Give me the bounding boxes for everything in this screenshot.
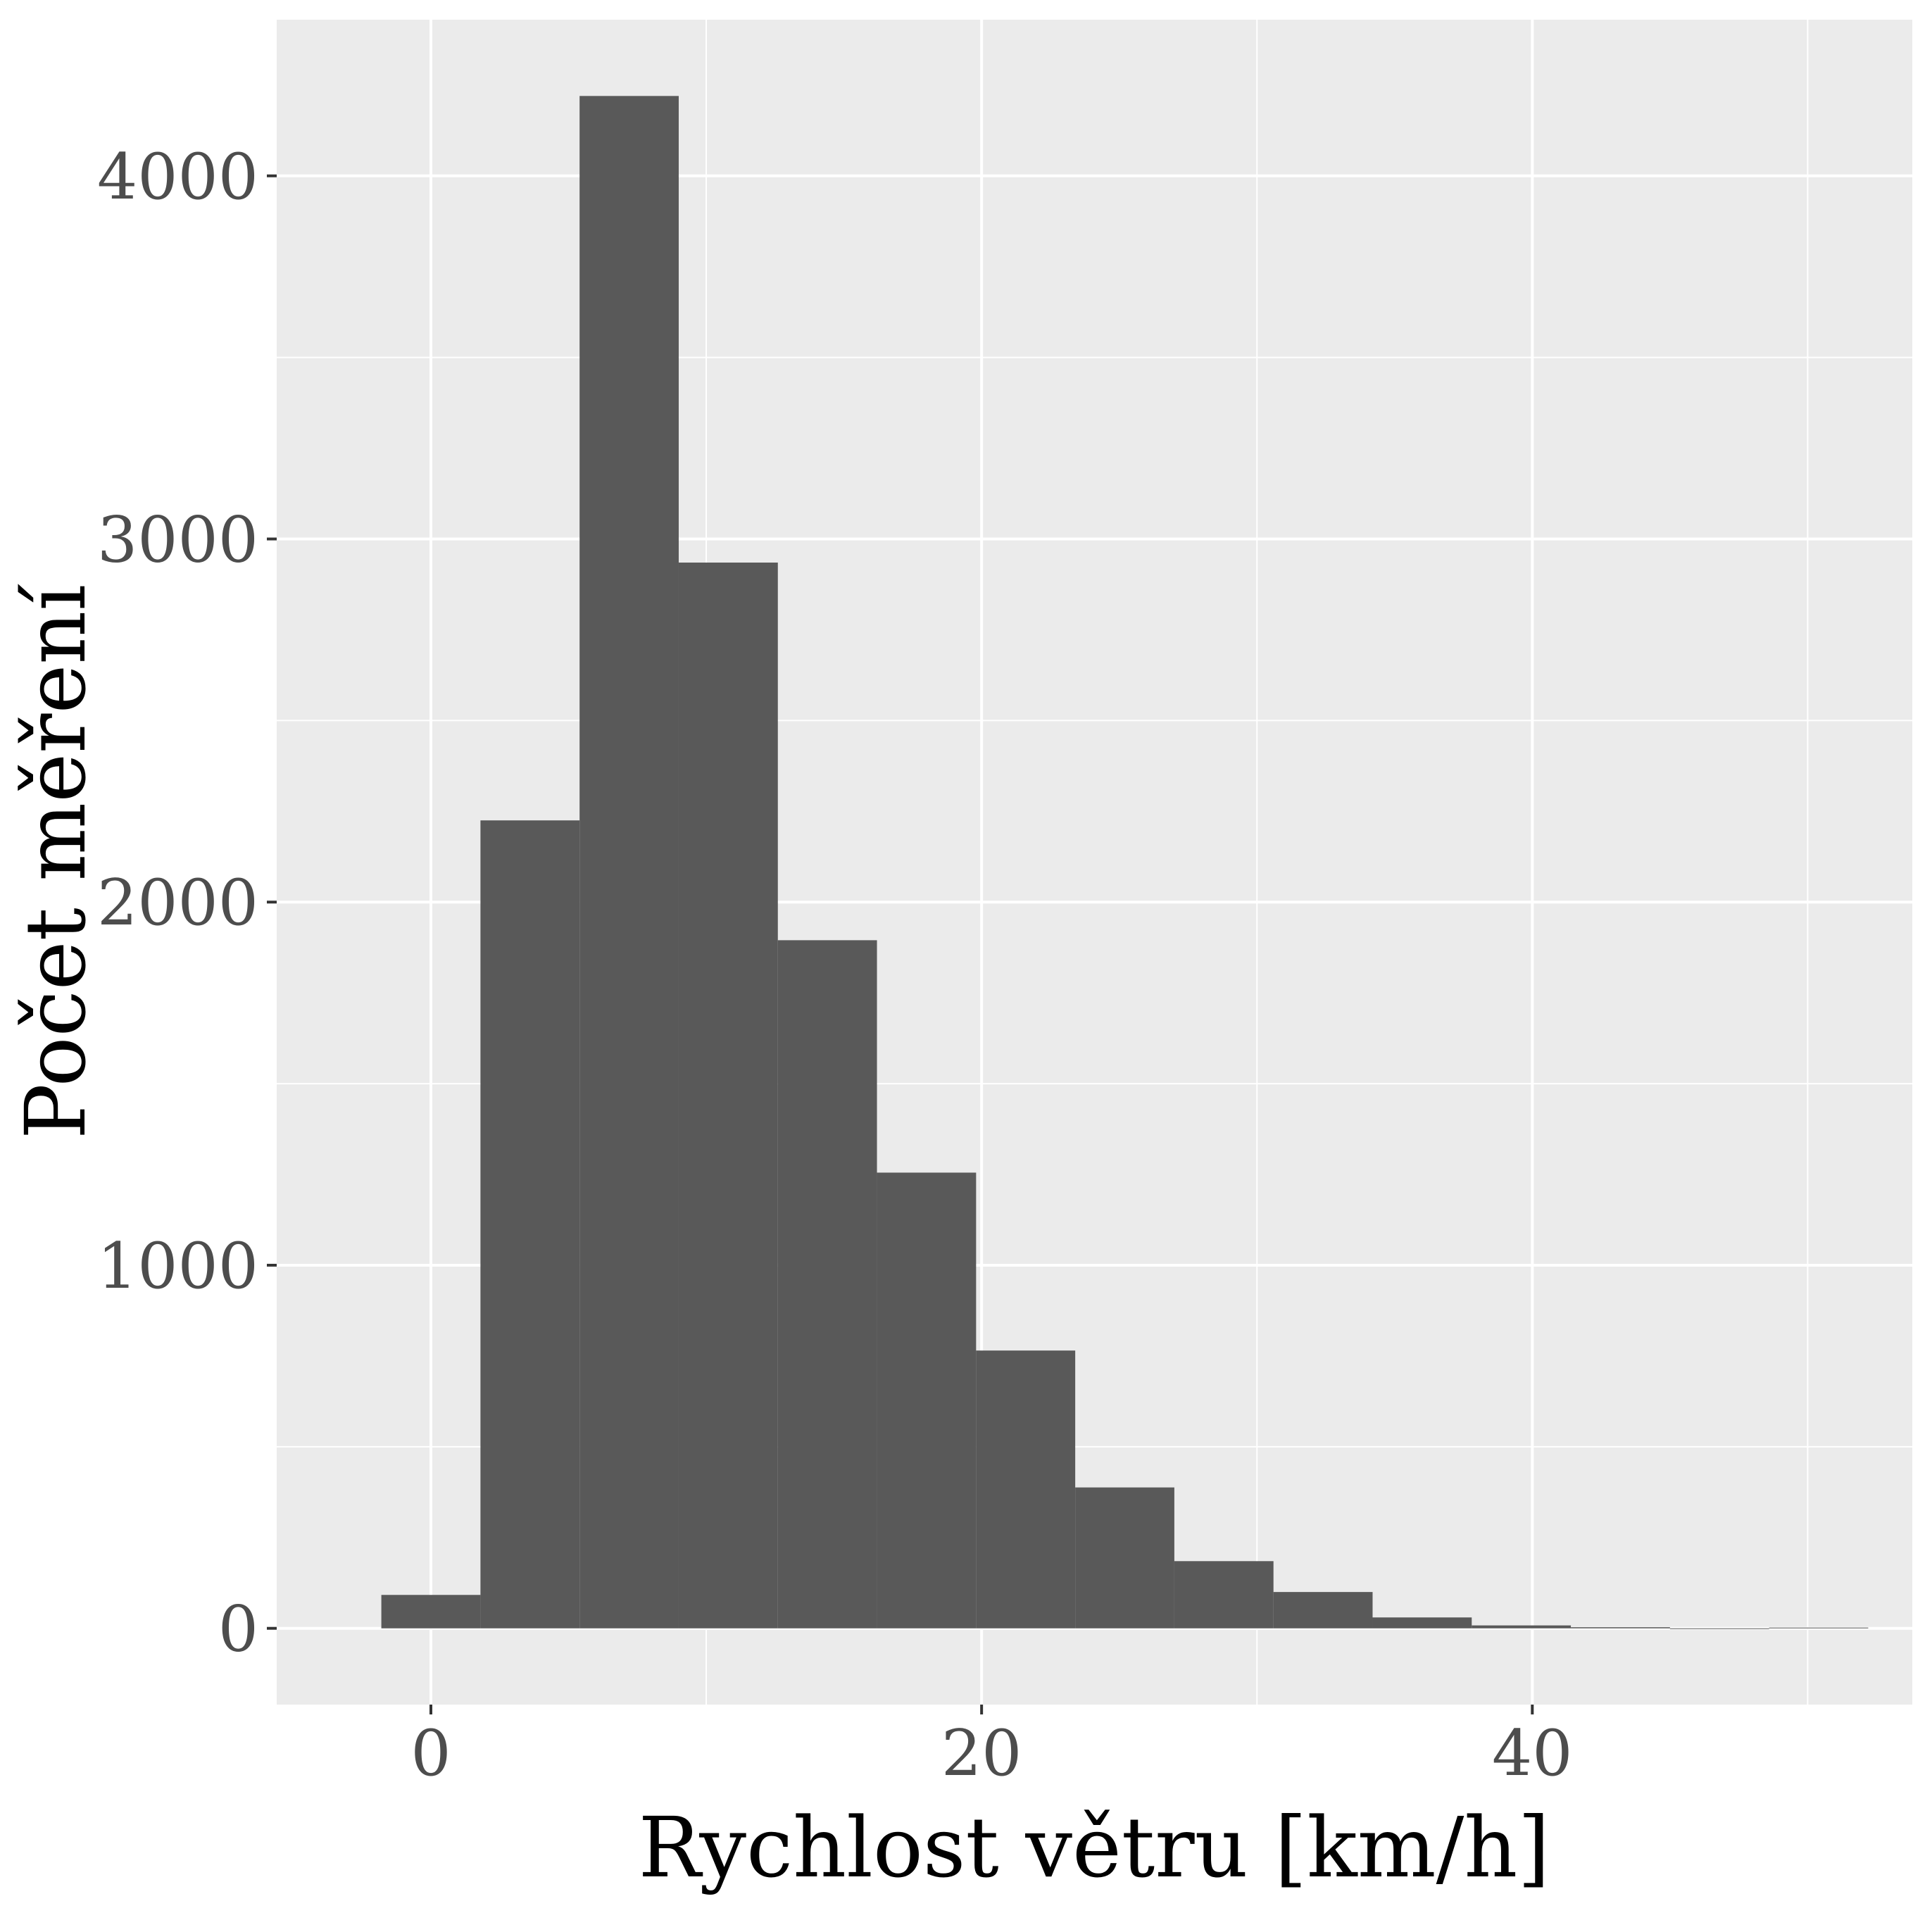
y-tick-label: 2000 xyxy=(97,866,258,940)
histogram-bar xyxy=(1472,1625,1572,1629)
histogram-bar xyxy=(381,1595,481,1629)
x-axis-ticks: 0 20 40 xyxy=(410,1705,1573,1790)
x-tick-label: 40 xyxy=(1492,1717,1573,1790)
histogram-bar xyxy=(877,1172,977,1629)
x-axis-title: Rychlost větru [km/h] xyxy=(639,1799,1550,1896)
y-tick-label: 4000 xyxy=(97,140,258,214)
histogram-bar xyxy=(1769,1627,1869,1629)
y-tick-label: 3000 xyxy=(97,503,258,577)
histogram-bar xyxy=(1075,1487,1174,1629)
x-tick-label: 20 xyxy=(941,1717,1022,1790)
y-axis-ticks: 0 1000 2000 3000 4000 xyxy=(97,140,277,1667)
histogram-bar xyxy=(1273,1592,1373,1629)
histogram-bar xyxy=(678,563,778,1629)
histogram-bar xyxy=(1174,1561,1274,1629)
histogram-bar xyxy=(579,96,679,1629)
y-tick-label: 1000 xyxy=(97,1229,258,1303)
histogram-bar xyxy=(976,1350,1076,1629)
histogram-bar xyxy=(777,940,877,1629)
x-tick-label: 0 xyxy=(410,1717,451,1790)
y-tick-label: 0 xyxy=(218,1593,258,1667)
y-axis-title: Počet měření xyxy=(7,584,104,1139)
histogram-bars xyxy=(381,96,1869,1629)
histogram-bar xyxy=(1571,1627,1670,1629)
histogram-bar xyxy=(1372,1617,1472,1629)
histogram-bar xyxy=(480,820,580,1629)
